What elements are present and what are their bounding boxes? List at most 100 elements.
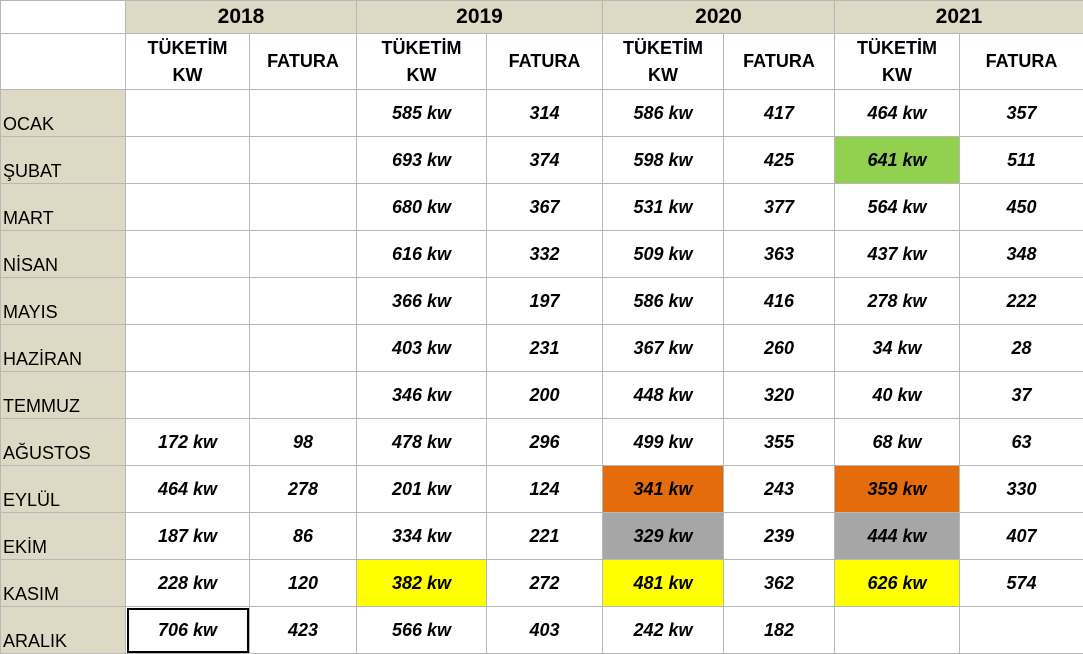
data-cell[interactable]: 40 kw — [835, 372, 960, 419]
data-cell[interactable] — [250, 325, 357, 372]
data-cell[interactable]: 172 kw — [126, 419, 250, 466]
data-cell[interactable]: 417 — [724, 90, 835, 137]
month-label[interactable]: TEMMUZ — [1, 372, 126, 419]
data-cell[interactable]: 531 kw — [603, 184, 724, 231]
data-cell[interactable]: 120 — [250, 560, 357, 607]
data-cell[interactable] — [126, 137, 250, 184]
data-cell[interactable]: 706 kw — [126, 607, 250, 654]
month-label[interactable]: HAZİRAN — [1, 325, 126, 372]
data-cell[interactable]: 382 kw — [357, 560, 487, 607]
data-cell[interactable]: 363 — [724, 231, 835, 278]
data-cell[interactable]: 566 kw — [357, 607, 487, 654]
data-cell[interactable]: 585 kw — [357, 90, 487, 137]
month-label[interactable]: EYLÜL — [1, 466, 126, 513]
data-cell[interactable]: 626 kw — [835, 560, 960, 607]
data-cell[interactable]: 693 kw — [357, 137, 487, 184]
data-cell[interactable]: 329 kw — [603, 513, 724, 560]
data-cell[interactable]: 222 — [960, 278, 1083, 325]
month-label[interactable]: KASIM — [1, 560, 126, 607]
data-cell[interactable]: 182 — [724, 607, 835, 654]
data-cell[interactable]: 598 kw — [603, 137, 724, 184]
data-cell[interactable]: 511 — [960, 137, 1083, 184]
data-cell[interactable] — [250, 278, 357, 325]
data-cell[interactable]: 509 kw — [603, 231, 724, 278]
month-label[interactable]: ARALIK — [1, 607, 126, 654]
data-cell[interactable]: 296 — [487, 419, 603, 466]
data-cell[interactable]: 86 — [250, 513, 357, 560]
data-cell[interactable]: 341 kw — [603, 466, 724, 513]
year-header[interactable]: 2020 — [603, 1, 835, 34]
data-cell[interactable]: 357 — [960, 90, 1083, 137]
empty-cell[interactable] — [1, 34, 126, 90]
data-cell[interactable]: 499 kw — [603, 419, 724, 466]
month-label[interactable]: EKİM — [1, 513, 126, 560]
year-header[interactable]: 2018 — [126, 1, 357, 34]
data-cell[interactable] — [250, 90, 357, 137]
data-cell[interactable]: 278 — [250, 466, 357, 513]
data-cell[interactable]: 260 — [724, 325, 835, 372]
column-header[interactable]: TÜKETİM KW — [357, 34, 487, 90]
data-cell[interactable]: 448 kw — [603, 372, 724, 419]
data-cell[interactable]: 242 kw — [603, 607, 724, 654]
data-cell[interactable]: 574 — [960, 560, 1083, 607]
corner-cell[interactable] — [1, 1, 126, 34]
data-cell[interactable]: 332 — [487, 231, 603, 278]
data-cell[interactable] — [960, 607, 1083, 654]
data-cell[interactable]: 367 kw — [603, 325, 724, 372]
year-header[interactable]: 2019 — [357, 1, 603, 34]
data-cell[interactable]: 124 — [487, 466, 603, 513]
data-cell[interactable]: 228 kw — [126, 560, 250, 607]
data-cell[interactable]: 423 — [250, 607, 357, 654]
data-cell[interactable]: 362 — [724, 560, 835, 607]
data-cell[interactable]: 348 — [960, 231, 1083, 278]
data-cell[interactable] — [126, 325, 250, 372]
month-label[interactable]: NİSAN — [1, 231, 126, 278]
data-cell[interactable]: 239 — [724, 513, 835, 560]
data-cell[interactable]: 641 kw — [835, 137, 960, 184]
data-cell[interactable]: 374 — [487, 137, 603, 184]
data-cell[interactable]: 28 — [960, 325, 1083, 372]
data-cell[interactable]: 377 — [724, 184, 835, 231]
data-cell[interactable]: 346 kw — [357, 372, 487, 419]
data-cell[interactable]: 444 kw — [835, 513, 960, 560]
data-cell[interactable]: 334 kw — [357, 513, 487, 560]
data-cell[interactable]: 359 kw — [835, 466, 960, 513]
data-cell[interactable]: 34 kw — [835, 325, 960, 372]
data-cell[interactable]: 403 — [487, 607, 603, 654]
data-cell[interactable]: 564 kw — [835, 184, 960, 231]
data-cell[interactable] — [126, 231, 250, 278]
data-cell[interactable] — [250, 137, 357, 184]
data-cell[interactable]: 355 — [724, 419, 835, 466]
data-cell[interactable]: 407 — [960, 513, 1083, 560]
data-cell[interactable]: 330 — [960, 466, 1083, 513]
data-cell[interactable]: 586 kw — [603, 90, 724, 137]
column-header[interactable]: FATURA — [960, 34, 1083, 90]
data-cell[interactable]: 478 kw — [357, 419, 487, 466]
data-cell[interactable] — [835, 607, 960, 654]
data-cell[interactable] — [250, 372, 357, 419]
month-label[interactable]: ŞUBAT — [1, 137, 126, 184]
data-cell[interactable]: 63 — [960, 419, 1083, 466]
data-cell[interactable] — [126, 372, 250, 419]
column-header[interactable]: FATURA — [724, 34, 835, 90]
column-header[interactable]: TÜKETİM KW — [603, 34, 724, 90]
year-header[interactable]: 2021 — [835, 1, 1083, 34]
data-cell[interactable]: 98 — [250, 419, 357, 466]
data-cell[interactable]: 437 kw — [835, 231, 960, 278]
month-label[interactable]: AĞUSTOS — [1, 419, 126, 466]
month-label[interactable]: MAYIS — [1, 278, 126, 325]
data-cell[interactable]: 425 — [724, 137, 835, 184]
data-cell[interactable]: 367 — [487, 184, 603, 231]
data-cell[interactable]: 450 — [960, 184, 1083, 231]
column-header[interactable]: FATURA — [487, 34, 603, 90]
month-label[interactable]: MART — [1, 184, 126, 231]
data-cell[interactable] — [126, 184, 250, 231]
column-header[interactable]: FATURA — [250, 34, 357, 90]
data-cell[interactable]: 201 kw — [357, 466, 487, 513]
column-header[interactable]: TÜKETİM KW — [126, 34, 250, 90]
data-cell[interactable] — [250, 231, 357, 278]
data-cell[interactable]: 68 kw — [835, 419, 960, 466]
data-cell[interactable]: 366 kw — [357, 278, 487, 325]
data-cell[interactable]: 272 — [487, 560, 603, 607]
data-cell[interactable] — [250, 184, 357, 231]
